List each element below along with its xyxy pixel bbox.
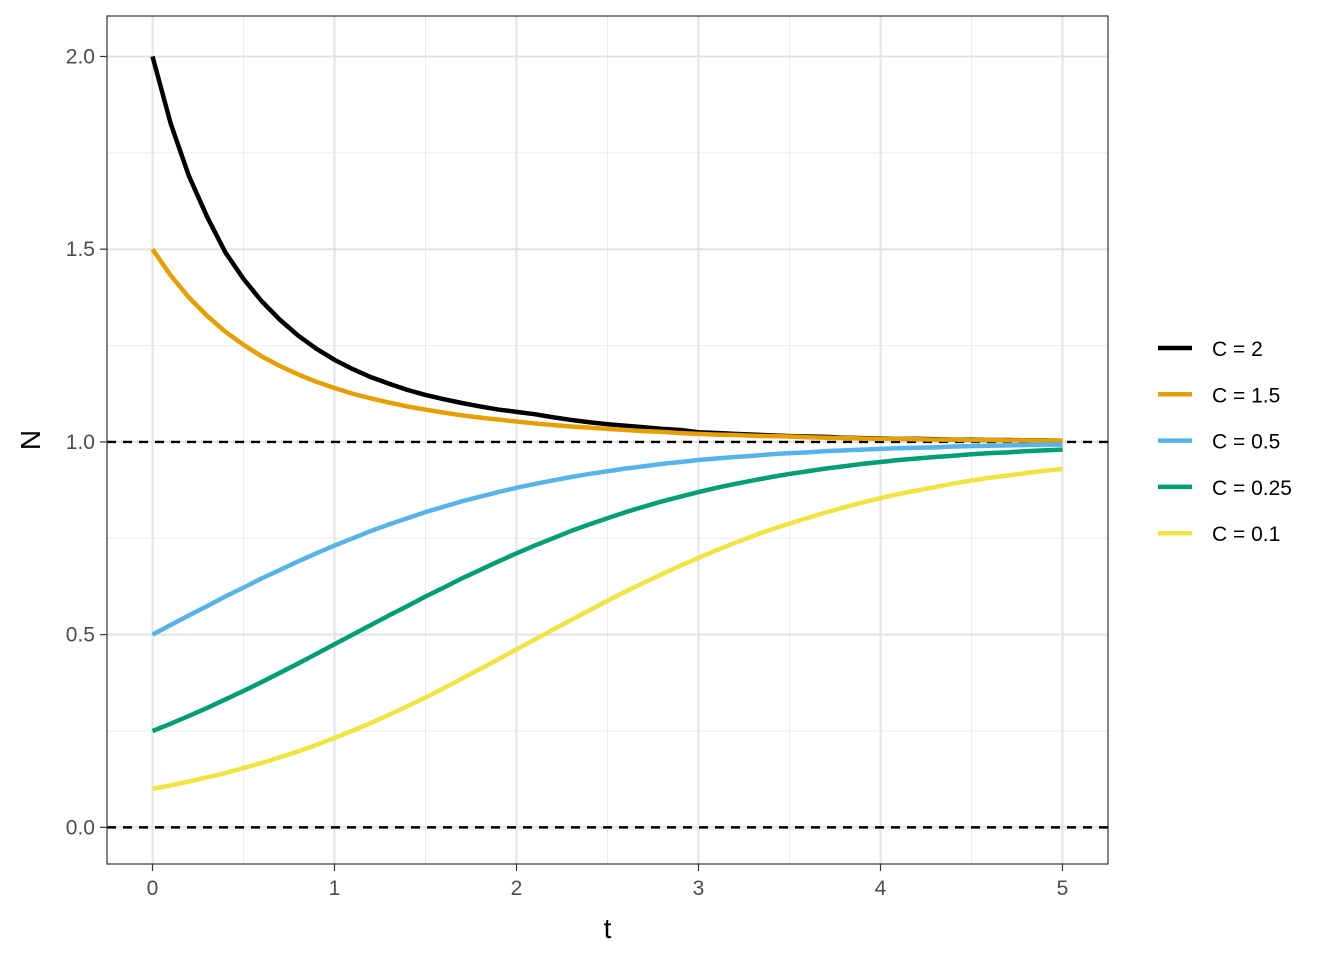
x-tick-label: 5: [1057, 877, 1069, 900]
legend-label-4: C = 0.1: [1212, 523, 1280, 546]
series-line-3: [151, 447, 1063, 734]
legend-label-0: C = 2: [1212, 338, 1263, 361]
y-tick-label: 2.0: [66, 45, 95, 68]
legend-label-1: C = 1.5: [1212, 384, 1280, 407]
series-line-2: [151, 442, 1063, 637]
x-tick-label: 0: [147, 877, 159, 900]
legend-label-2: C = 0.5: [1212, 431, 1280, 454]
x-tick-label: 1: [329, 877, 341, 900]
legend: C = 2 C = 1.5 C = 0.5 C = 0.25 C = 0.1: [1158, 338, 1292, 546]
y-tick-label: 0.0: [66, 816, 95, 839]
reference-lines: [107, 440, 1108, 829]
legend-label-3: C = 0.25: [1212, 477, 1292, 500]
y-axis-title: N: [15, 430, 46, 450]
panel-border: [106, 15, 1109, 865]
series-line-1: [150, 247, 1063, 444]
x-tick-label: 2: [511, 877, 523, 900]
x-tick-label: 4: [875, 877, 887, 900]
x-axis-title: t: [604, 913, 612, 944]
x-tick-label: 3: [693, 877, 705, 900]
y-tick-label: 1.0: [66, 431, 95, 454]
series-line-4: [152, 466, 1063, 792]
y-tick-label: 1.5: [66, 238, 95, 261]
y-tick-label: 0.5: [66, 624, 95, 647]
series-lines: [150, 55, 1063, 792]
y-axis: 0.0 0.5 1.0 1.5 2.0: [66, 45, 107, 839]
x-axis: 0 1 2 3 4 5: [147, 864, 1069, 900]
